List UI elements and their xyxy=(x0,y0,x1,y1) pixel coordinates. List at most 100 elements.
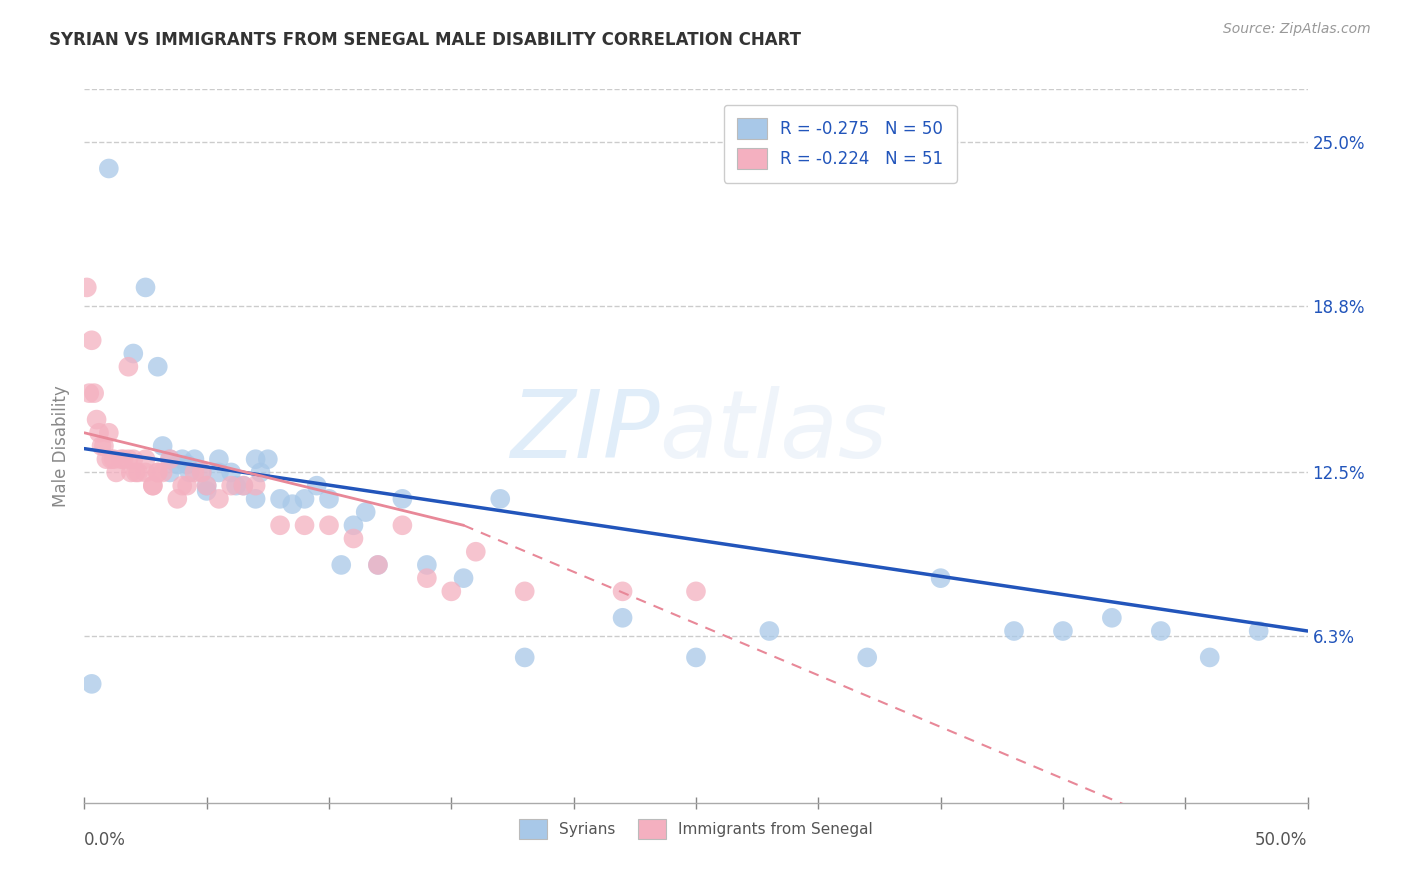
Point xyxy=(135,452,157,467)
Point xyxy=(367,558,389,572)
Point xyxy=(172,452,194,467)
Point xyxy=(117,452,139,467)
Point xyxy=(281,497,304,511)
Y-axis label: Male Disability: Male Disability xyxy=(52,385,70,507)
Point xyxy=(232,478,254,492)
Point xyxy=(318,491,340,506)
Point xyxy=(318,518,340,533)
Point xyxy=(97,161,120,176)
Point xyxy=(103,452,125,467)
Point xyxy=(80,677,103,691)
Point xyxy=(159,466,181,480)
Point xyxy=(191,466,214,480)
Point xyxy=(249,466,271,480)
Point xyxy=(208,491,231,506)
Point xyxy=(80,333,103,347)
Point xyxy=(453,571,475,585)
Point xyxy=(305,478,328,492)
Point xyxy=(208,466,231,480)
Point xyxy=(86,412,108,426)
Point xyxy=(176,458,198,472)
Point xyxy=(391,518,413,533)
Point xyxy=(416,571,439,585)
Point xyxy=(330,558,353,572)
Point xyxy=(1247,624,1270,638)
Point xyxy=(146,359,169,374)
Point xyxy=(685,650,707,665)
Point xyxy=(294,491,316,506)
Point xyxy=(146,466,169,480)
Point xyxy=(105,466,128,480)
Point xyxy=(1052,624,1074,638)
Point xyxy=(245,452,267,467)
Point xyxy=(96,452,118,467)
Point xyxy=(232,478,254,492)
Point xyxy=(179,466,201,480)
Point xyxy=(183,452,205,467)
Point xyxy=(219,478,242,492)
Point xyxy=(110,452,132,467)
Text: 50.0%: 50.0% xyxy=(1256,831,1308,849)
Point xyxy=(159,452,181,467)
Point xyxy=(269,491,291,506)
Point xyxy=(183,466,205,480)
Point xyxy=(152,439,174,453)
Point xyxy=(195,478,218,492)
Point xyxy=(83,386,105,401)
Text: SYRIAN VS IMMIGRANTS FROM SENEGAL MALE DISABILITY CORRELATION CHART: SYRIAN VS IMMIGRANTS FROM SENEGAL MALE D… xyxy=(49,31,801,49)
Point xyxy=(612,611,634,625)
Point xyxy=(176,478,198,492)
Point xyxy=(125,466,148,480)
Point xyxy=(195,478,218,492)
Point xyxy=(367,558,389,572)
Point xyxy=(100,452,122,467)
Point xyxy=(856,650,879,665)
Point xyxy=(269,518,291,533)
Point xyxy=(166,491,188,506)
Point xyxy=(219,466,242,480)
Point xyxy=(76,280,98,294)
Point xyxy=(135,466,157,480)
Text: 0.0%: 0.0% xyxy=(84,831,127,849)
Point xyxy=(159,452,181,467)
Point xyxy=(90,439,112,453)
Point xyxy=(87,425,110,440)
Point xyxy=(513,584,536,599)
Point xyxy=(191,466,214,480)
Text: Source: ZipAtlas.com: Source: ZipAtlas.com xyxy=(1223,22,1371,37)
Point xyxy=(342,518,364,533)
Point xyxy=(93,439,115,453)
Point xyxy=(117,359,139,374)
Point xyxy=(685,584,707,599)
Point xyxy=(142,478,165,492)
Point xyxy=(152,466,174,480)
Point xyxy=(225,478,247,492)
Text: ZIP: ZIP xyxy=(509,386,659,477)
Point xyxy=(172,478,194,492)
Point xyxy=(135,280,157,294)
Point xyxy=(245,491,267,506)
Point xyxy=(612,584,634,599)
Point xyxy=(354,505,377,519)
Legend: Syrians, Immigrants from Senegal: Syrians, Immigrants from Senegal xyxy=(513,814,879,845)
Point xyxy=(513,650,536,665)
Point xyxy=(146,466,169,480)
Point xyxy=(127,466,149,480)
Point xyxy=(120,466,142,480)
Point xyxy=(112,452,135,467)
Point xyxy=(294,518,316,533)
Point xyxy=(758,624,780,638)
Point xyxy=(257,452,280,467)
Point xyxy=(440,584,463,599)
Point xyxy=(929,571,952,585)
Point xyxy=(77,386,100,401)
Point xyxy=(1150,624,1173,638)
Point xyxy=(122,346,145,360)
Point xyxy=(122,452,145,467)
Point xyxy=(416,558,439,572)
Point xyxy=(1198,650,1220,665)
Point xyxy=(97,425,120,440)
Point xyxy=(391,491,413,506)
Point xyxy=(489,491,512,506)
Point xyxy=(245,478,267,492)
